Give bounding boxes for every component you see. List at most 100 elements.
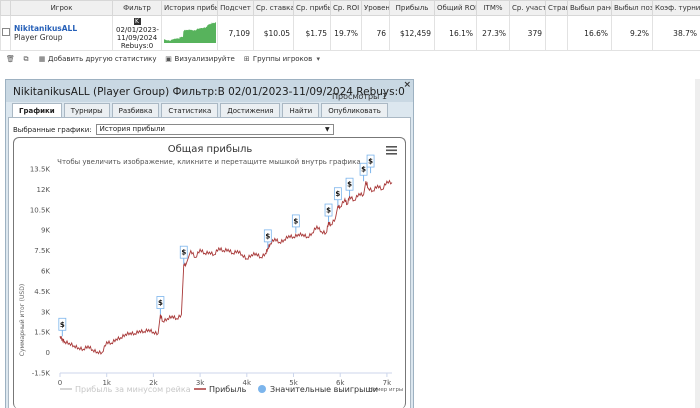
page-scrollbar[interactable] xyxy=(695,79,700,408)
tab-achievements[interactable]: Достижения xyxy=(220,103,281,117)
x-tick-label: 6k xyxy=(336,379,345,387)
copy-icon[interactable]: ⧉ xyxy=(23,55,29,63)
cell-profit: $12,459 xyxy=(389,15,435,51)
legend-item-profit[interactable]: Прибыль xyxy=(194,385,247,394)
chart-menu-icon[interactable] xyxy=(386,146,397,155)
profit-sparkline[interactable] xyxy=(164,21,216,43)
close-icon[interactable]: × xyxy=(403,80,411,90)
tab-publish[interactable]: Опубликовать xyxy=(321,103,388,117)
x-tick-label: 0 xyxy=(58,379,62,387)
big-win-flag[interactable]: $ xyxy=(263,229,272,248)
col-header-avg-roi[interactable]: Ср. ROI xyxy=(330,0,362,16)
col-header-late-out[interactable]: Выбыл поздно xyxy=(611,0,653,16)
svg-text:$: $ xyxy=(361,166,366,174)
player-groups-dropdown[interactable]: ⊞ Группы игроков ▾ xyxy=(243,55,322,63)
col-header-count[interactable]: Подсчет xyxy=(217,0,254,16)
charts-pane: Выбранные графики: История прибыли ▼ Общ… xyxy=(8,117,411,408)
col-header-tourney-coeff[interactable]: Коэф. турнира xyxy=(652,0,700,16)
x-axis-label: Номер игры xyxy=(369,387,404,393)
col-header-country[interactable]: Страна xyxy=(545,0,568,16)
col-header-early-out[interactable]: Выбыл рано xyxy=(567,0,612,16)
cell-level: 76 xyxy=(361,15,390,51)
col-header-profit-history[interactable]: История прибыли xyxy=(161,0,218,16)
table-row: NikitanikusALL Player Group K 02/01/2023… xyxy=(0,15,700,51)
y-tick-label: 12K xyxy=(37,186,51,194)
big-win-flag[interactable]: $ xyxy=(179,245,188,265)
filter-date-start: 02/01/2023- xyxy=(116,25,159,34)
big-wins-markers: $$$$$$$$$$ xyxy=(58,154,375,337)
y-tick-label: -1.5K xyxy=(32,370,51,378)
y-tick-label: 3K xyxy=(41,308,50,316)
big-win-flag[interactable]: $ xyxy=(156,296,165,315)
svg-text:$: $ xyxy=(335,190,340,198)
player-name-link[interactable]: NikitanikusALL xyxy=(14,24,78,33)
select-all-header xyxy=(0,0,11,16)
tab-charts[interactable]: Графики xyxy=(12,103,62,118)
col-header-avg-profit[interactable]: Ср. прибыль xyxy=(293,0,331,16)
profit-series-line xyxy=(59,179,393,355)
table-header-row: Игрок Фильтр История прибыли Подсчет Ср.… xyxy=(0,0,700,16)
col-header-avg-entrants[interactable]: Ср. участники xyxy=(509,0,546,16)
x-tick-label: 3k xyxy=(196,379,205,387)
row-checkbox-cell xyxy=(0,15,11,51)
sparkline-cell xyxy=(161,15,218,51)
views-counter: Просмотры 1 xyxy=(332,92,387,101)
svg-text:$: $ xyxy=(293,217,298,225)
x-tick-label: 7k xyxy=(383,379,392,387)
add-stats-label: Добавить другую статистику xyxy=(48,55,157,63)
cell-late-out: 9.2% xyxy=(611,15,653,51)
profit-chart[interactable]: Общая прибыль Чтобы увеличить изображени… xyxy=(14,138,406,408)
y-tick-label: 0 xyxy=(46,349,50,357)
big-win-flag[interactable]: $ xyxy=(345,177,354,197)
image-icon: ▣ xyxy=(165,55,172,63)
cell-country xyxy=(545,15,568,51)
legend-item-big-wins[interactable]: Значительные выигрыши xyxy=(258,385,378,394)
col-header-total-roi[interactable]: Общий ROI xyxy=(434,0,477,16)
y-tick-label: 7.5K xyxy=(34,247,50,255)
trash-icon[interactable]: 🗑 xyxy=(6,55,15,63)
table-toolbar: 🗑 ⧉ ▦ Добавить другую статистику ▣ Визуа… xyxy=(6,53,322,65)
dialog-header[interactable]: NikitanikusALL (Player Group) Фильтр:В 0… xyxy=(6,80,413,102)
tab-statistics[interactable]: Статистика xyxy=(161,103,219,117)
x-tick-label: 2k xyxy=(149,379,158,387)
player-details-dialog: NikitanikusALL (Player Group) Фильтр:В 0… xyxy=(5,79,414,408)
player-cell: NikitanikusALL Player Group xyxy=(10,15,113,51)
legend-item-rake[interactable]: Прибыль за минусом рейка xyxy=(60,385,191,394)
big-win-flag[interactable]: $ xyxy=(359,162,368,182)
filter-k-icon[interactable]: K xyxy=(133,17,141,25)
y-tick-label: 10.5K xyxy=(30,206,51,214)
svg-text:$: $ xyxy=(265,232,270,240)
chart-subtitle: Чтобы увеличить изображение, кликните и … xyxy=(57,158,363,166)
col-header-level[interactable]: Уровень xyxy=(361,0,390,16)
cell-tourney-coeff: 38.7% xyxy=(652,15,700,51)
big-win-flag[interactable]: $ xyxy=(324,203,333,223)
col-header-filter[interactable]: Фильтр xyxy=(112,0,162,16)
group-icon: ⊞ xyxy=(243,55,250,63)
y-tick-label: 13.5K xyxy=(30,166,51,174)
tab-tournaments[interactable]: Турниры xyxy=(63,103,110,117)
views-label: Просмотры xyxy=(331,92,380,101)
player-groups-label: Группы игроков xyxy=(252,55,313,63)
col-header-player[interactable]: Игрок xyxy=(10,0,113,16)
col-header-profit[interactable]: Прибыль xyxy=(389,0,435,16)
visualize-button[interactable]: ▣ Визуализируйте xyxy=(165,55,235,63)
add-stats-button[interactable]: ▦ Добавить другую статистику xyxy=(38,55,157,63)
grid-icon: ▦ xyxy=(38,55,46,63)
y-tick-label: 9K xyxy=(41,227,50,235)
big-win-flag[interactable]: $ xyxy=(291,214,300,233)
big-win-flag[interactable]: $ xyxy=(333,187,342,206)
tab-find[interactable]: Найти xyxy=(282,103,320,117)
tab-breakdown[interactable]: Разбивка xyxy=(111,103,160,117)
chart-title: Общая прибыль xyxy=(168,144,253,155)
chart-select[interactable]: История прибыли ▼ xyxy=(95,124,334,135)
big-win-flag[interactable]: $ xyxy=(366,154,375,174)
legend-rake-label: Прибыль за минусом рейка xyxy=(75,385,191,394)
row-checkbox[interactable] xyxy=(1,28,10,36)
col-header-itm[interactable]: ITM% xyxy=(476,0,510,16)
col-header-avg-stake[interactable]: Ср. ставка xyxy=(253,0,294,16)
dialog-title: NikitanikusALL (Player Group) Фильтр:В 0… xyxy=(13,86,405,98)
big-win-flag[interactable]: $ xyxy=(58,317,67,337)
svg-text:$: $ xyxy=(60,321,65,329)
svg-text:$: $ xyxy=(181,249,186,257)
profit-chart-frame: Общая прибыль Чтобы увеличить изображени… xyxy=(13,137,406,408)
